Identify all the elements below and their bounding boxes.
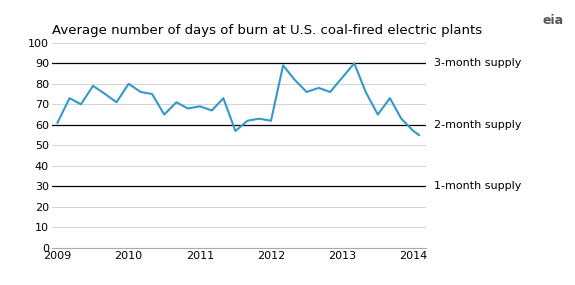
Text: 2-month supply: 2-month supply xyxy=(434,120,522,130)
Text: 1-month supply: 1-month supply xyxy=(434,181,521,192)
Text: Average number of days of burn at U.S. coal-fired electric plants: Average number of days of burn at U.S. c… xyxy=(52,25,482,37)
Text: eia: eia xyxy=(542,14,564,27)
Text: 3-month supply: 3-month supply xyxy=(434,58,521,68)
